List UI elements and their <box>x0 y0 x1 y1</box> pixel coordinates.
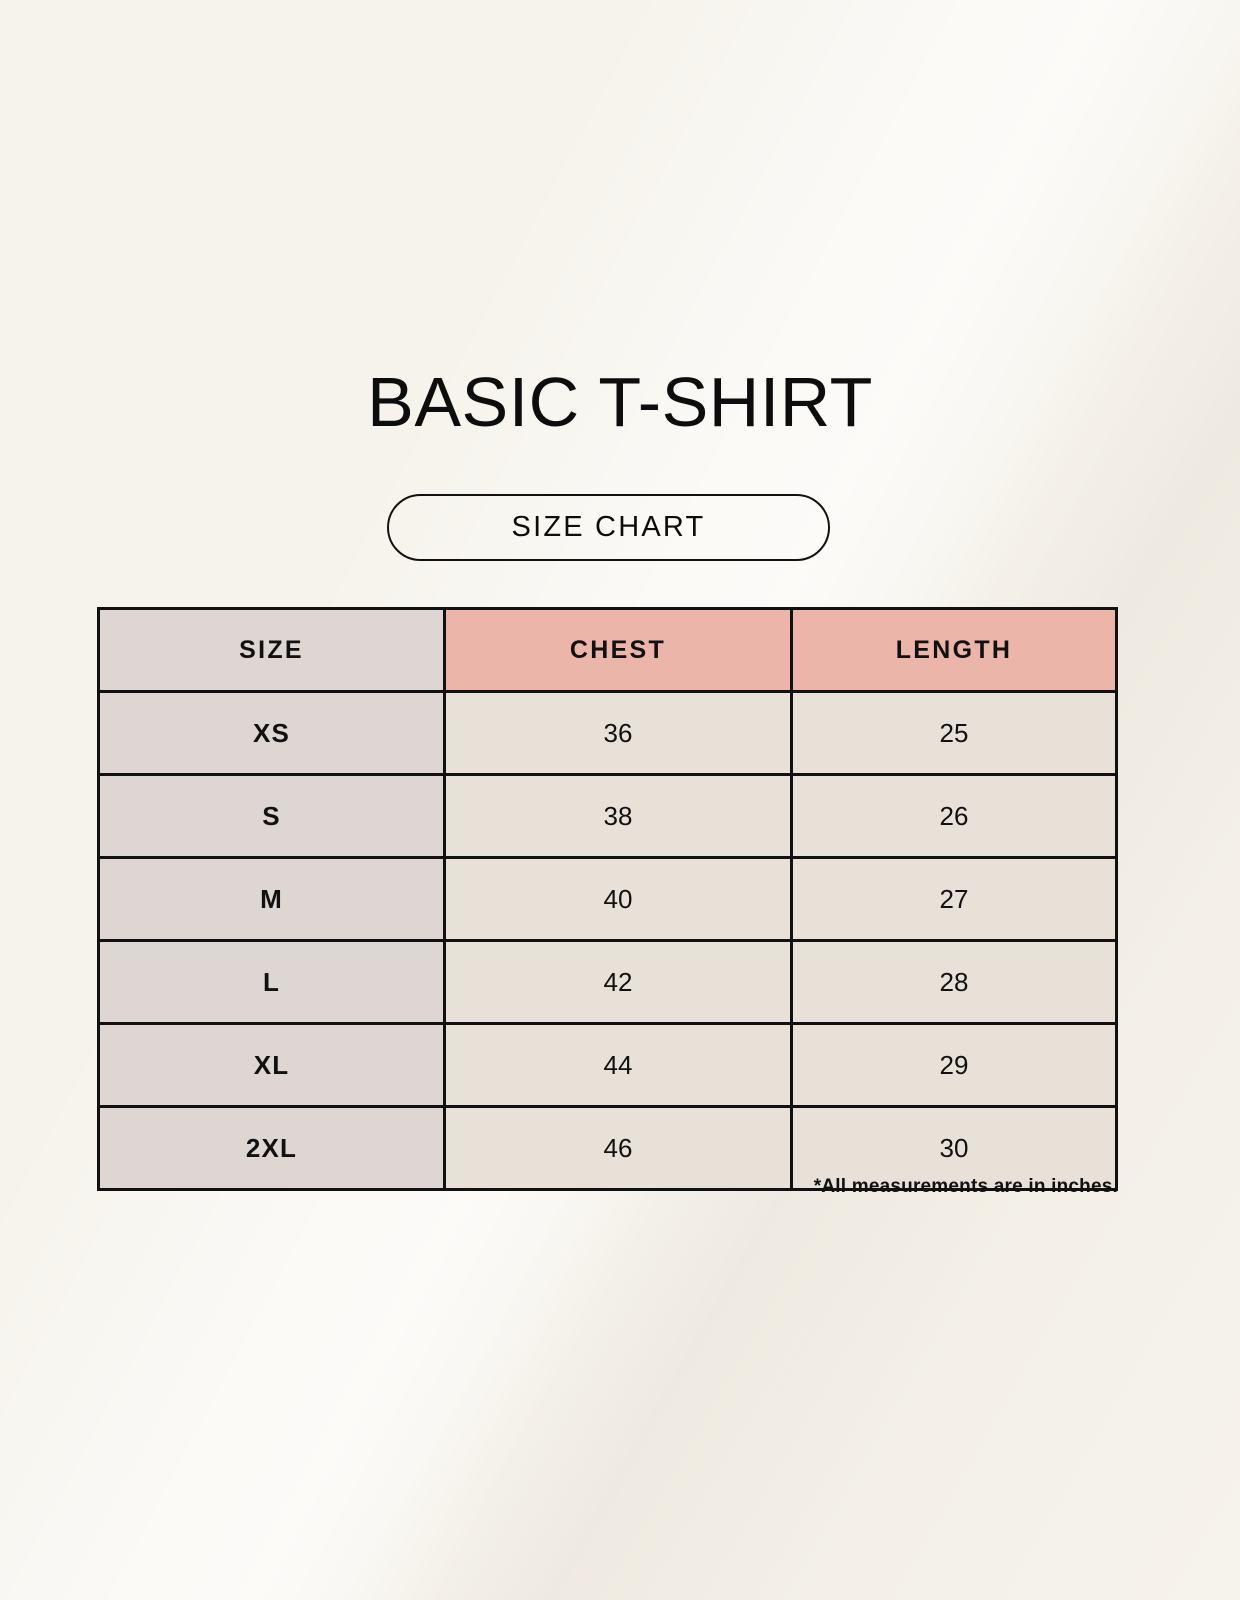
cell-size: S <box>97 773 446 859</box>
cell-chest: 40 <box>443 856 793 942</box>
cell-chest: 38 <box>443 773 793 859</box>
table-row: XS 36 25 <box>97 690 1118 776</box>
cell-length: 28 <box>790 939 1118 1025</box>
size-chart-badge-label: SIZE CHART <box>511 511 706 543</box>
table-row: L 42 28 <box>97 939 1118 1025</box>
cell-length: 27 <box>790 856 1118 942</box>
column-header-length: LENGTH <box>790 607 1118 693</box>
cell-chest: 36 <box>443 690 793 776</box>
cell-length: 26 <box>790 773 1118 859</box>
cell-size: L <box>97 939 446 1025</box>
page-title: BASIC T-SHIRT <box>367 363 873 441</box>
table-row: S 38 26 <box>97 773 1118 859</box>
size-table-container: SIZE CHEST LENGTH XS 36 25 S 38 26 M <box>97 607 1118 1191</box>
cell-size: XL <box>97 1022 446 1108</box>
table-header-row: SIZE CHEST LENGTH <box>97 607 1118 693</box>
cell-size: M <box>97 856 446 942</box>
cell-length: 25 <box>790 690 1118 776</box>
cell-size: XS <box>97 690 446 776</box>
table-row: XL 44 29 <box>97 1022 1118 1108</box>
measurement-units-note: *All measurements are in inches. <box>813 1176 1118 1197</box>
cell-chest: 44 <box>443 1022 793 1108</box>
cell-length: 29 <box>790 1022 1118 1108</box>
size-chart-badge: SIZE CHART <box>387 494 830 561</box>
cell-chest: 42 <box>443 939 793 1025</box>
column-header-size: SIZE <box>97 607 446 693</box>
column-header-chest: CHEST <box>443 607 793 693</box>
size-table: SIZE CHEST LENGTH XS 36 25 S 38 26 M <box>97 607 1118 1191</box>
table-row: M 40 27 <box>97 856 1118 942</box>
